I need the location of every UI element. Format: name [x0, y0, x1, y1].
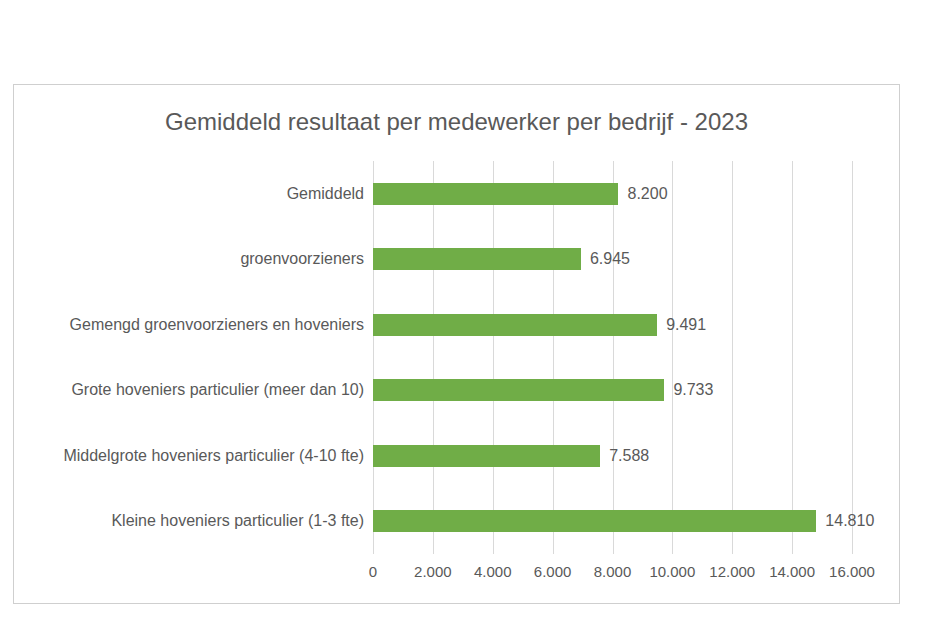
gridline	[792, 161, 793, 554]
bar	[373, 445, 600, 467]
value-label: 6.945	[590, 248, 630, 270]
gridline	[553, 161, 554, 554]
category-label: Grote hoveniers particulier (meer dan 10…	[14, 379, 364, 401]
gridline	[373, 161, 374, 554]
bar	[373, 314, 657, 336]
gridline	[732, 161, 733, 554]
value-label: 7.588	[609, 445, 649, 467]
value-label: 14.810	[825, 510, 874, 532]
gridline	[493, 161, 494, 554]
gridline	[672, 161, 673, 554]
page: Gemiddeld resultaat per medewerker per b…	[0, 0, 930, 620]
gridline	[852, 161, 853, 554]
category-label: Gemengd groenvoorzieners en hoveniers	[14, 314, 364, 336]
bar	[373, 248, 581, 270]
category-label: Middelgrote hoveniers particulier (4-10 …	[14, 445, 364, 467]
bar	[373, 183, 618, 205]
value-label: 9.491	[666, 314, 706, 336]
gridline	[613, 161, 614, 554]
gridline	[433, 161, 434, 554]
value-label: 9.733	[673, 379, 713, 401]
category-label: Kleine hoveniers particulier (1-3 fte)	[14, 510, 364, 532]
x-tick-label: 16.000	[812, 563, 892, 581]
bar	[373, 510, 816, 532]
value-label: 8.200	[627, 183, 667, 205]
bar-chart: Gemiddeld resultaat per medewerker per b…	[13, 84, 900, 604]
plot-area: 02.0004.0006.0008.00010.00012.00014.0001…	[14, 85, 899, 603]
bar	[373, 379, 664, 401]
category-label: groenvoorzieners	[14, 248, 364, 270]
category-label: Gemiddeld	[14, 183, 364, 205]
